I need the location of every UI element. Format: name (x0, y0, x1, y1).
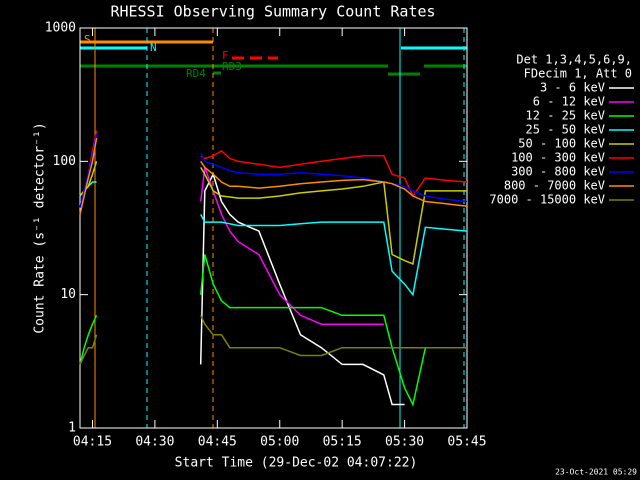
x-axis-label: Start Time (29-Dec-02 04:07:22) (175, 456, 418, 471)
x-tick-label: 05:15 (323, 435, 362, 450)
x-tick-label: 04:15 (73, 435, 112, 450)
y-axis-label: Count Rate (s⁻¹ detector⁻¹) (33, 122, 48, 333)
legend-label: 800 - 7000 keV (504, 179, 605, 193)
series-line (79, 137, 468, 215)
legend-label: 100 - 300 keV (511, 151, 605, 165)
legend-label: 12 - 25 keV (526, 109, 605, 123)
state-label: S (84, 33, 91, 46)
legend-label: 25 - 50 keV (526, 123, 605, 137)
series-line (79, 161, 467, 265)
state-label: RD4 (186, 67, 206, 80)
state-label: N (150, 41, 157, 54)
y-tick-label: 1 (68, 421, 76, 436)
series-line (79, 314, 467, 365)
x-tick-label: 04:45 (198, 435, 237, 450)
y-tick-label: 1000 (45, 21, 76, 36)
x-tick-label: 05:30 (385, 435, 424, 450)
x-tick-label: 05:45 (447, 435, 486, 450)
series-line (79, 133, 468, 208)
legend-label: 7000 - 15000 keV (489, 193, 605, 207)
y-tick-label: 10 (60, 287, 76, 302)
state-label: RD3 (222, 60, 242, 73)
plot-frame (79, 27, 468, 429)
legend-header: FDecim 1, Att 0 (524, 67, 632, 81)
legend-label: 50 - 100 keV (518, 137, 605, 151)
y-tick-label: 100 (53, 154, 76, 169)
legend-label: 300 - 800 keV (511, 165, 605, 179)
state-bars (80, 40, 467, 76)
footer: 23-Oct-2021 05:29 (555, 468, 637, 477)
series-line (79, 254, 467, 407)
chart-title: RHESSI Observing Summary Count Rates (110, 3, 435, 21)
series-line (199, 172, 405, 406)
legend-label: 6 - 12 keV (533, 95, 605, 109)
event-lines (94, 28, 465, 428)
x-tick-label: 04:30 (135, 435, 174, 450)
legend-header: Det 1,3,4,5,6,9, (516, 53, 632, 67)
legend-label: 3 - 6 keV (540, 81, 605, 95)
x-tick-label: 05:00 (260, 435, 299, 450)
state-label: F (222, 49, 229, 62)
